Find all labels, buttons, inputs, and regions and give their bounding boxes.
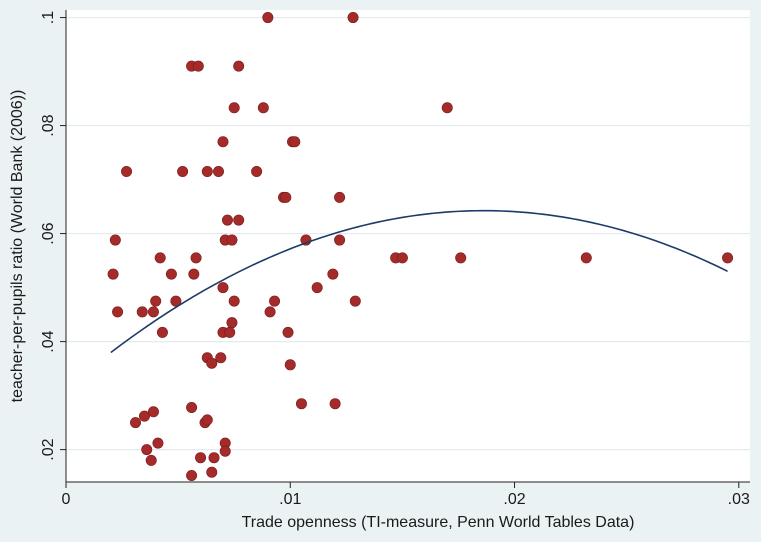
data-point <box>396 252 408 264</box>
data-point <box>228 295 240 307</box>
data-point <box>282 326 294 338</box>
data-point <box>206 357 218 369</box>
data-point <box>224 326 236 338</box>
fit-curve <box>110 209 728 354</box>
data-point <box>121 165 133 177</box>
data-point <box>201 165 213 177</box>
data-point <box>311 282 323 294</box>
y-tick-label: .04 <box>40 330 57 352</box>
data-point <box>195 452 207 464</box>
axis-layer <box>65 10 750 483</box>
data-point <box>226 234 238 246</box>
data-point <box>192 60 204 72</box>
x-tick-label: .02 <box>503 491 525 508</box>
tick-layer: 0 .01 .02 .03 .02 .04 .06 .08 .1 <box>40 11 750 508</box>
data-point <box>289 136 301 148</box>
y-tick-label: .02 <box>40 438 57 460</box>
data-point <box>215 352 227 364</box>
x-axis-label: Trade openness (TI-measure, Penn World T… <box>242 514 635 531</box>
data-point <box>226 317 238 329</box>
data-point <box>441 102 453 114</box>
data-point <box>347 12 359 24</box>
data-point <box>295 398 307 410</box>
data-point <box>334 234 346 246</box>
data-point <box>136 306 148 318</box>
data-point <box>112 306 124 318</box>
data-point <box>156 326 168 338</box>
y-tick-label: .1 <box>40 11 57 24</box>
data-point <box>280 191 292 203</box>
data-point <box>455 252 467 264</box>
data-point <box>206 466 218 478</box>
data-point <box>208 452 220 464</box>
data-point <box>177 165 189 177</box>
data-point <box>264 306 276 318</box>
y-tick-label: .06 <box>40 222 57 244</box>
y-tick-label: .08 <box>40 114 57 136</box>
data-point <box>257 102 269 114</box>
data-point <box>145 454 157 466</box>
data-point <box>130 417 142 429</box>
data-point <box>269 295 281 307</box>
data-point <box>190 252 202 264</box>
data-point <box>221 214 233 226</box>
data-point <box>109 234 121 246</box>
data-point <box>334 191 346 203</box>
point-layer <box>107 12 734 482</box>
data-point <box>329 398 341 410</box>
data-point <box>327 268 339 280</box>
data-point <box>186 470 198 482</box>
data-point <box>233 214 245 226</box>
data-point <box>262 12 274 24</box>
x-tick-label: .01 <box>279 491 301 508</box>
data-point <box>165 268 177 280</box>
data-point <box>152 437 164 449</box>
data-point <box>188 268 200 280</box>
data-point <box>217 282 229 294</box>
data-point <box>212 165 224 177</box>
data-point <box>138 410 150 422</box>
data-point <box>349 295 361 307</box>
data-point <box>251 165 263 177</box>
data-point <box>233 60 245 72</box>
data-point <box>722 252 734 264</box>
data-point <box>201 414 213 426</box>
data-point <box>154 252 166 264</box>
data-point <box>170 295 182 307</box>
data-point <box>580 252 592 264</box>
data-point <box>219 445 231 457</box>
data-point <box>284 359 296 371</box>
x-tick-label: .03 <box>728 491 750 508</box>
data-point <box>107 268 119 280</box>
x-tick-label: 0 <box>62 491 71 508</box>
plot-area <box>66 10 750 482</box>
data-point <box>147 306 159 318</box>
data-point <box>147 406 159 418</box>
data-point <box>141 444 153 456</box>
data-point <box>186 401 198 413</box>
data-point <box>228 102 240 114</box>
data-point <box>150 295 162 307</box>
y-axis-label: teacher-per-pupils ratio (World Bank (20… <box>9 90 26 403</box>
data-point <box>217 136 229 148</box>
